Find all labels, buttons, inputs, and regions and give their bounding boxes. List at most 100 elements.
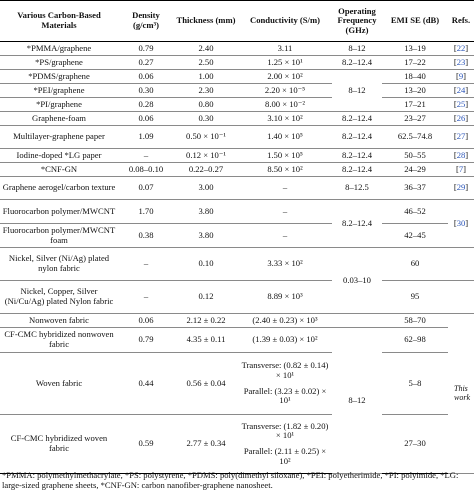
cell-conductivity: 3.10 × 10² (238, 111, 332, 126)
cell-conductivity: 2.00 × 10² (238, 69, 332, 84)
cell-thickness: 2.50 (174, 55, 238, 70)
cell-material: *CNF-GN (0, 162, 118, 177)
cell-conductivity: 1.40 × 10⁵ (238, 125, 332, 149)
cell-material: *PDMS/graphene (0, 69, 118, 84)
cell-emi: 23–27 (382, 111, 448, 126)
cell-thickness: 0.10 (174, 247, 238, 281)
cell-ref[interactable]: [24] (448, 83, 474, 98)
table-row: CF-CMC hybridized nonwoven fabric 0.79 4… (0, 327, 474, 474)
reference-link[interactable]: 23 (456, 56, 466, 67)
header-thickness: Thickness (mm) (174, 0, 238, 42)
cell-ref[interactable]: [29] (448, 176, 474, 200)
cell-ref[interactable]: [25] (448, 97, 474, 112)
cell-conductivity: – (238, 199, 332, 224)
cell-frequency: 8–12 (332, 69, 382, 112)
cell-material: *PMMA/graphene (0, 41, 118, 56)
header-frequency: Operating Frequency (GHz) (332, 0, 382, 42)
cell-conductivity: 3.11 (238, 41, 332, 56)
cell-thickness: 2.12 ± 0.22 (174, 313, 238, 328)
cell-ref[interactable]: [23] (448, 55, 474, 70)
reference-link[interactable]: 29 (456, 182, 466, 193)
cell-conductivity: Transverse: (1.82 ± 0.20) × 10¹ Parallel… (238, 414, 332, 474)
cell-thickness: 3.80 (174, 199, 238, 224)
table-row: *PMMA/graphene 0.79 2.40 3.11 8–12 13–19… (0, 41, 474, 56)
comparison-table: Various Carbon-Based Materials Density (… (0, 0, 474, 474)
cell-material: Nickel, Silver (Ni/Ag) plated nylon fabr… (0, 247, 118, 281)
cell-frequency: 8.2–12.4 (332, 55, 382, 70)
cell-emi: 95 (382, 280, 448, 314)
cell-density: – (118, 280, 174, 314)
cell-ref[interactable]: [26] (448, 111, 474, 126)
table-row: *PEI/graphene 0.30 2.30 2.20 × 10⁻⁵ 13–2… (0, 83, 474, 98)
cell-conductivity: 8.00 × 10⁻² (238, 97, 332, 112)
cell-ref[interactable]: [28] (448, 148, 474, 163)
cell-ref[interactable]: [27] (448, 125, 474, 149)
reference-link[interactable]: 26 (456, 112, 466, 123)
cell-frequency: 8.2–12.4 (332, 199, 382, 248)
cell-thickness: 0.56 ± 0.04 (174, 352, 238, 415)
reference-link[interactable]: 25 (456, 98, 466, 109)
cell-density: – (118, 148, 174, 163)
table-row: Fluorocarbon polymer/MWCNT foam 0.38 3.8… (0, 223, 474, 248)
cell-emi: 5–8 (382, 352, 448, 415)
cell-emi: 17–22 (382, 55, 448, 70)
table-row: Graphene aerogel/carbon texture 0.07 3.0… (0, 176, 474, 200)
cell-conductivity: 8.50 × 10² (238, 162, 332, 177)
cell-thickness: 0.22–0.27 (174, 162, 238, 177)
cell-density: 0.07 (118, 176, 174, 200)
cell-conductivity: – (238, 176, 332, 200)
cell-frequency (332, 313, 382, 328)
table-row: Nonwoven fabric 0.06 2.12 ± 0.22 (2.40 ±… (0, 313, 474, 474)
header-refs: Refs. (448, 0, 474, 42)
cell-material: *PEI/graphene (0, 83, 118, 98)
cell-material: Fluorocarbon polymer/MWCNT (0, 199, 118, 224)
cell-emi: 50–55 (382, 148, 448, 163)
cell-ref[interactable]: [22] (448, 41, 474, 56)
reference-link[interactable]: 7 (458, 163, 464, 174)
cell-emi: 60 (382, 247, 448, 281)
cell-material: *PS/graphene (0, 55, 118, 70)
cell-density: 0.28 (118, 97, 174, 112)
table-row: Fluorocarbon polymer/MWCNT 1.70 3.80 – 8… (0, 199, 474, 248)
table-footnote: *PMMA: polymethylmethacrylate, *PS: poly… (2, 470, 459, 490)
cell-emi: 58–70 (382, 313, 448, 328)
header-density: Density (g/cm³) (118, 0, 174, 42)
reference-link[interactable]: 30 (456, 217, 466, 228)
cell-conductivity: – (238, 223, 332, 248)
cell-ref (448, 247, 474, 281)
reference-link[interactable]: 22 (456, 42, 466, 53)
cell-density: 0.38 (118, 223, 174, 248)
cell-thickness: 0.12 × 10⁻¹ (174, 148, 238, 163)
cell-material: Graphene aerogel/carbon texture (0, 176, 118, 200)
table-row: Graphene-foam 0.06 0.30 3.10 × 10² 8.2–1… (0, 111, 474, 126)
cell-ref[interactable]: [30] (448, 199, 474, 248)
cell-density: 0.79 (118, 327, 174, 353)
cell-ref[interactable]: [7] (448, 162, 474, 177)
cell-emi: 62.5–74.8 (382, 125, 448, 149)
cell-frequency: 8.2–12.4 (332, 111, 382, 126)
cell-material: Multilayer-graphene paper (0, 125, 118, 149)
cell-emi: 62–98 (382, 327, 448, 353)
table-row: Iodine-doped *LG paper – 0.12 × 10⁻¹ 1.5… (0, 148, 474, 163)
cell-conductivity: 1.50 × 10⁵ (238, 148, 332, 163)
cell-emi: 18–40 (382, 69, 448, 84)
table-row: Woven fabric 0.44 0.56 ± 0.04 Transverse… (0, 352, 474, 415)
cell-emi: 36–37 (382, 176, 448, 200)
reference-link[interactable]: 24 (456, 84, 466, 95)
cell-thickness: 0.80 (174, 97, 238, 112)
reference-link[interactable]: 9 (458, 70, 464, 81)
cell-material: Graphene-foam (0, 111, 118, 126)
cell-thickness: 3.80 (174, 223, 238, 248)
cell-density: 1.70 (118, 199, 174, 224)
reference-link[interactable]: 28 (456, 149, 466, 160)
table-row: *PI/graphene 0.28 0.80 8.00 × 10⁻² 17–21… (0, 97, 474, 112)
cell-thickness: 0.50 × 10⁻¹ (174, 125, 238, 149)
header-conductivity: Conductivity (S/m) (238, 0, 332, 42)
cell-conductivity: (2.40 ± 0.23) × 10³ (238, 313, 332, 328)
table-row: CF-CMC hybridized woven fabric 0.59 2.77… (0, 414, 474, 474)
cell-conductivity: 2.20 × 10⁻⁵ (238, 83, 332, 98)
cell-ref[interactable]: [9] (448, 69, 474, 84)
reference-link[interactable]: 27 (456, 131, 466, 142)
cell-thickness: 1.00 (174, 69, 238, 84)
